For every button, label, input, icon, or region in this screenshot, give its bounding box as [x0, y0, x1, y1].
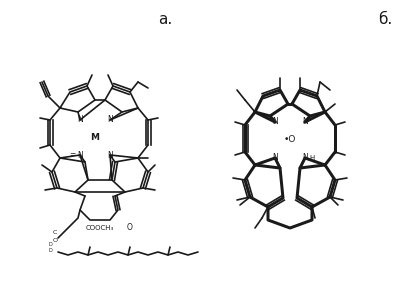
Text: O: O	[52, 237, 58, 243]
Text: б.: б.	[378, 13, 392, 27]
Text: H: H	[309, 155, 314, 161]
Text: N: N	[107, 150, 113, 160]
Text: C: C	[53, 229, 57, 235]
Text: =: =	[70, 150, 76, 160]
Text: N: N	[302, 117, 308, 127]
Text: N: N	[272, 117, 278, 127]
Text: N: N	[272, 154, 278, 162]
Text: N: N	[302, 154, 308, 162]
Text: D: D	[48, 241, 52, 247]
Text: N: N	[107, 115, 113, 125]
Text: D: D	[48, 247, 52, 253]
Text: а.: а.	[158, 13, 172, 27]
Text: N: N	[77, 150, 83, 160]
Text: M: M	[90, 133, 100, 142]
Text: COOCH₃: COOCH₃	[86, 225, 114, 231]
Text: O: O	[127, 223, 133, 233]
Text: N: N	[77, 115, 83, 125]
Text: •O: •O	[284, 135, 296, 144]
